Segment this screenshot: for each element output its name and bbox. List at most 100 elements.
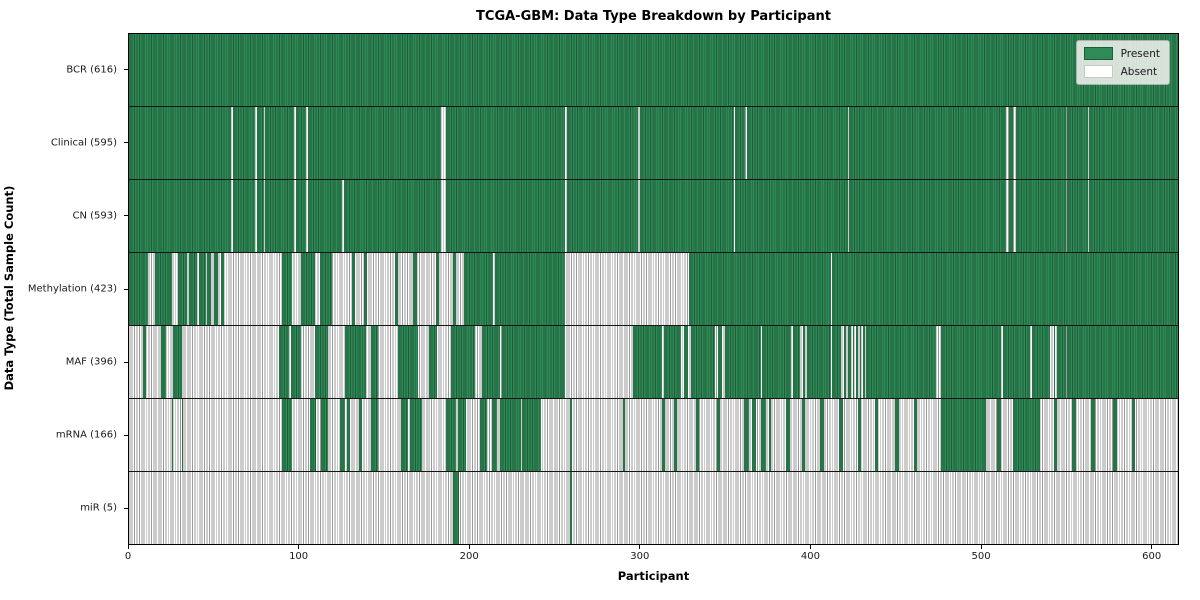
present-run <box>689 253 831 325</box>
present-run <box>684 326 688 398</box>
present-run <box>716 399 720 471</box>
present-run <box>256 107 264 179</box>
present-run <box>832 253 1178 325</box>
present-run <box>1057 326 1066 398</box>
present-run <box>452 253 456 325</box>
present-run <box>1053 399 1058 471</box>
present-run <box>142 326 146 398</box>
present-run <box>1132 399 1136 471</box>
y-tick-mark <box>124 215 128 217</box>
present-run <box>161 326 167 398</box>
present-run <box>319 253 332 325</box>
present-run <box>673 399 678 471</box>
present-run <box>1012 399 1041 471</box>
present-run <box>735 107 746 179</box>
absent-swatch-icon <box>1083 65 1113 78</box>
present-run <box>445 107 565 179</box>
present-run <box>314 326 329 398</box>
present-run <box>290 326 301 398</box>
legend: Present Absent <box>1075 40 1170 85</box>
present-run <box>696 399 700 471</box>
present-run <box>129 253 148 325</box>
present-run <box>803 326 806 398</box>
y-tick-mark <box>124 507 128 509</box>
present-run <box>849 180 1006 252</box>
present-run <box>570 472 572 544</box>
present-run <box>747 107 848 179</box>
present-run <box>129 180 232 252</box>
present-run <box>452 472 460 544</box>
present-run <box>801 399 806 471</box>
heat-row-mrna <box>129 399 1178 472</box>
y-tick-mark <box>124 434 128 436</box>
present-run <box>300 253 315 325</box>
present-run <box>806 326 831 398</box>
present-run <box>464 253 494 325</box>
present-run <box>295 180 307 252</box>
y-tick-label-clinical: Clinical (595) <box>50 137 117 149</box>
present-run <box>793 326 800 398</box>
x-tick-label-100: 100 <box>289 551 309 562</box>
present-run <box>914 399 918 471</box>
present-run <box>752 399 756 471</box>
present-run <box>1067 326 1178 398</box>
present-run <box>282 399 293 471</box>
x-tick-mark <box>809 545 811 549</box>
present-run <box>941 399 986 471</box>
x-tick-label-500: 500 <box>971 551 991 562</box>
present-run <box>743 399 749 471</box>
y-axis-title: Data Type (Total Sample Count) <box>2 185 16 391</box>
present-run <box>232 180 255 252</box>
present-run <box>1067 107 1088 179</box>
present-run <box>282 253 293 325</box>
heat-row-cn <box>129 180 1178 253</box>
present-run <box>265 180 295 252</box>
y-tick-mark <box>124 142 128 144</box>
present-run <box>856 326 858 398</box>
present-run <box>343 180 441 252</box>
present-run <box>844 326 846 398</box>
present-run <box>1016 107 1066 179</box>
present-run <box>1031 326 1051 398</box>
present-run <box>256 180 264 252</box>
present-run <box>849 107 1006 179</box>
present-run <box>522 399 542 471</box>
x-tick-mark <box>298 545 300 549</box>
present-run <box>173 326 182 398</box>
present-run <box>662 399 666 471</box>
present-run <box>570 399 572 471</box>
present-run <box>445 399 456 471</box>
present-run <box>866 326 937 398</box>
present-run <box>1016 180 1066 252</box>
present-run <box>839 399 843 471</box>
present-run <box>786 399 790 471</box>
present-run <box>457 399 467 471</box>
heat-row-maf <box>129 326 1178 399</box>
x-tick-mark <box>980 545 982 549</box>
present-run <box>220 253 225 325</box>
present-run <box>345 326 366 398</box>
present-run <box>394 253 399 325</box>
legend-item-present: Present <box>1083 47 1160 60</box>
x-tick-label-200: 200 <box>459 551 479 562</box>
present-run <box>364 253 368 325</box>
present-run <box>188 253 198 325</box>
present-run <box>370 399 378 471</box>
y-tick-mark <box>124 288 128 290</box>
chart-title: TCGA-GBM: Data Type Breakdown by Partici… <box>476 9 831 24</box>
present-run <box>265 107 295 179</box>
present-run <box>445 180 565 252</box>
present-run <box>340 399 346 471</box>
present-run <box>481 326 501 398</box>
present-run <box>409 399 422 471</box>
present-run <box>435 253 439 325</box>
y-tick-label-maf: MAF (396) <box>65 356 117 368</box>
present-run <box>769 399 771 471</box>
present-run <box>725 326 761 398</box>
present-run <box>428 326 438 398</box>
legend-label-absent: Absent <box>1120 65 1158 78</box>
present-run <box>398 326 419 398</box>
present-run <box>718 326 722 398</box>
present-run <box>639 107 734 179</box>
present-run <box>307 107 441 179</box>
